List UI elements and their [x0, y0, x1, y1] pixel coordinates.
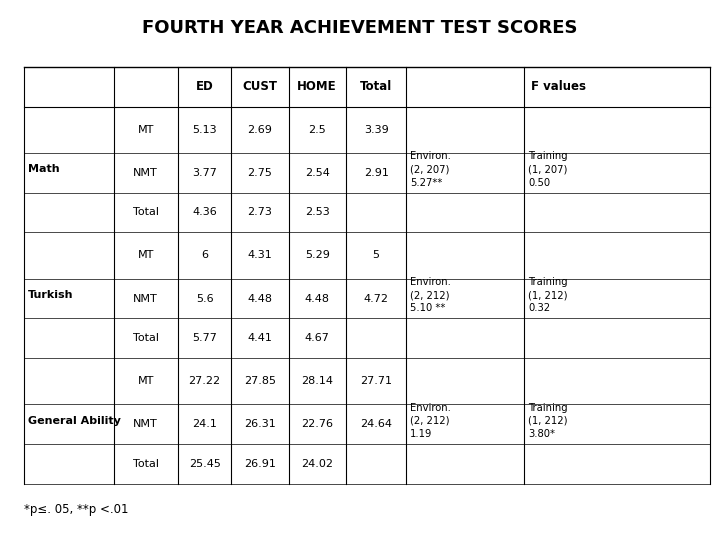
- Text: 24.1: 24.1: [192, 419, 217, 429]
- Text: 26.91: 26.91: [244, 459, 276, 469]
- Text: 4.48: 4.48: [248, 294, 272, 303]
- Text: NMT: NMT: [133, 168, 158, 178]
- Text: 4.41: 4.41: [248, 333, 272, 343]
- Text: Training
(1, 212)
3.80*: Training (1, 212) 3.80*: [528, 403, 567, 439]
- Text: 2.53: 2.53: [305, 207, 330, 218]
- Text: 5.6: 5.6: [196, 294, 213, 303]
- Text: CUST: CUST: [243, 80, 277, 93]
- Text: F values: F values: [531, 80, 586, 93]
- Text: MT: MT: [138, 125, 154, 135]
- Text: 5: 5: [372, 251, 379, 260]
- Text: Total: Total: [132, 459, 158, 469]
- Text: 5.13: 5.13: [192, 125, 217, 135]
- Text: 2.5: 2.5: [308, 125, 326, 135]
- Text: Environ.
(2, 207)
5.27**: Environ. (2, 207) 5.27**: [410, 151, 451, 188]
- Text: ED: ED: [196, 80, 214, 93]
- Text: 2.73: 2.73: [248, 207, 272, 218]
- Text: 4.36: 4.36: [192, 207, 217, 218]
- Text: 5.77: 5.77: [192, 333, 217, 343]
- Text: 28.14: 28.14: [301, 376, 333, 386]
- Text: Training
(1, 207)
0.50: Training (1, 207) 0.50: [528, 151, 567, 188]
- Text: 27.22: 27.22: [189, 376, 220, 386]
- Text: 27.85: 27.85: [244, 376, 276, 386]
- Text: 26.31: 26.31: [244, 419, 276, 429]
- Text: 3.77: 3.77: [192, 168, 217, 178]
- Text: 27.71: 27.71: [360, 376, 392, 386]
- Text: FOURTH YEAR ACHIEVEMENT TEST SCORES: FOURTH YEAR ACHIEVEMENT TEST SCORES: [143, 19, 577, 37]
- Text: Training
(1, 212)
0.32: Training (1, 212) 0.32: [528, 277, 567, 313]
- Text: General Ability: General Ability: [28, 416, 121, 426]
- Text: 4.31: 4.31: [248, 251, 272, 260]
- Text: 22.76: 22.76: [301, 419, 333, 429]
- Text: 3.39: 3.39: [364, 125, 389, 135]
- Text: *p≤. 05, **p <.01: *p≤. 05, **p <.01: [24, 503, 129, 516]
- Text: 2.75: 2.75: [248, 168, 272, 178]
- Text: NMT: NMT: [133, 294, 158, 303]
- Text: Turkish: Turkish: [28, 290, 73, 300]
- Text: 24.02: 24.02: [301, 459, 333, 469]
- Text: Total: Total: [132, 207, 158, 218]
- Text: Math: Math: [28, 165, 60, 174]
- Text: 24.64: 24.64: [360, 419, 392, 429]
- Text: Total: Total: [360, 80, 392, 93]
- Text: MT: MT: [138, 376, 154, 386]
- Text: 2.54: 2.54: [305, 168, 330, 178]
- Text: 25.45: 25.45: [189, 459, 220, 469]
- Text: Environ.
(2, 212)
1.19: Environ. (2, 212) 1.19: [410, 403, 451, 439]
- Text: 6: 6: [201, 251, 208, 260]
- Text: Environ.
(2, 212)
5.10 **: Environ. (2, 212) 5.10 **: [410, 277, 451, 313]
- Text: Total: Total: [132, 333, 158, 343]
- Text: 5.29: 5.29: [305, 251, 330, 260]
- Text: 2.91: 2.91: [364, 168, 389, 178]
- Text: 2.69: 2.69: [248, 125, 272, 135]
- Text: 4.67: 4.67: [305, 333, 330, 343]
- Text: NMT: NMT: [133, 419, 158, 429]
- Text: HOME: HOME: [297, 80, 337, 93]
- Text: MT: MT: [138, 251, 154, 260]
- Text: 4.72: 4.72: [364, 294, 389, 303]
- Text: 4.48: 4.48: [305, 294, 330, 303]
